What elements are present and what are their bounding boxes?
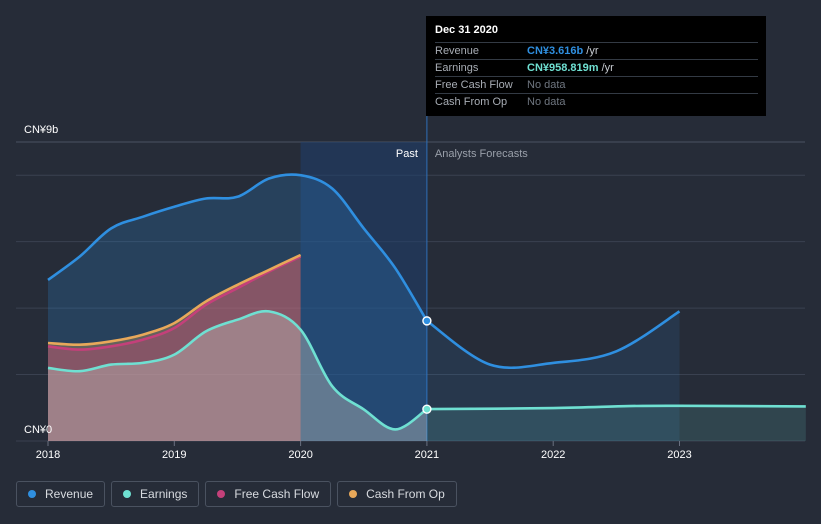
line-revenue <box>47 173 429 322</box>
y-tick-label: CN¥0 <box>24 424 52 436</box>
past-highlight-band <box>300 142 427 441</box>
tooltip-label: Free Cash Flow <box>435 79 513 91</box>
x-tick-label: 2020 <box>288 449 312 461</box>
marker-revenue <box>422 316 432 326</box>
forecast-line-earnings <box>426 404 806 411</box>
x-tick-label: 2018 <box>36 449 60 461</box>
y-tick-label: CN¥9b <box>24 124 58 136</box>
tooltip-value: CN¥3.616b <box>527 45 584 57</box>
tooltip-date: Dec 31 2020 <box>435 24 498 36</box>
tooltip-label: Earnings <box>435 62 479 74</box>
legend-item-earnings[interactable]: Earnings <box>111 481 200 507</box>
tooltip-value: No data <box>527 96 566 108</box>
data-tooltip: Dec 31 2020 Revenue CN¥3.616b /yr Earnin… <box>426 16 766 116</box>
legend-label: Cash From Op <box>366 487 445 501</box>
tooltip-value: CN¥958.819m <box>527 62 599 74</box>
area-earnings <box>48 311 427 441</box>
tooltip-label: Cash From Op <box>435 96 508 108</box>
legend-dot-icon <box>28 490 36 498</box>
area-free-cash-flow <box>48 256 301 441</box>
marker-earnings <box>422 404 432 414</box>
chart-legend: Revenue Earnings Free Cash Flow Cash Fro… <box>16 481 457 507</box>
forecast-line-revenue <box>426 310 681 370</box>
tooltip-row-cash-from-op: Cash From Op No data <box>435 93 758 110</box>
legend-label: Revenue <box>45 487 94 501</box>
area-revenue <box>48 174 427 441</box>
x-tick-label: 2023 <box>667 449 691 461</box>
forecast-label: Analysts Forecasts <box>435 148 528 160</box>
x-tick-label: 2022 <box>541 449 565 461</box>
legend-dot-icon <box>123 490 132 498</box>
legend-dot-icon <box>349 490 358 498</box>
tooltip-unit: /yr <box>586 45 599 57</box>
tooltip-row-free-cash-flow: Free Cash Flow No data <box>435 76 758 93</box>
legend-label: Earnings <box>140 487 188 501</box>
line-earnings <box>47 309 428 431</box>
line-free-cash-flow <box>47 255 302 351</box>
tooltip-row-revenue: Revenue CN¥3.616b /yr <box>435 42 758 59</box>
past-label: Past <box>396 148 418 160</box>
x-tick-label: 2021 <box>415 449 439 461</box>
line-cash-from-op <box>47 253 302 347</box>
forecast-area-earnings <box>426 405 806 441</box>
legend-item-free-cash-flow[interactable]: Free Cash Flow <box>205 481 332 507</box>
legend-item-cash-from-op[interactable]: Cash From Op <box>337 481 457 507</box>
area-cash-from-op <box>48 255 301 441</box>
legend-item-revenue[interactable]: Revenue <box>16 481 106 507</box>
tooltip-value: No data <box>527 79 566 91</box>
tooltip-label: Revenue <box>435 45 480 57</box>
tooltip-unit: /yr <box>601 62 614 74</box>
legend-label: Free Cash Flow <box>234 487 320 501</box>
x-tick-label: 2019 <box>162 449 186 461</box>
legend-dot-icon <box>217 490 226 498</box>
tooltip-row-earnings: Earnings CN¥958.819m /yr <box>435 59 758 76</box>
